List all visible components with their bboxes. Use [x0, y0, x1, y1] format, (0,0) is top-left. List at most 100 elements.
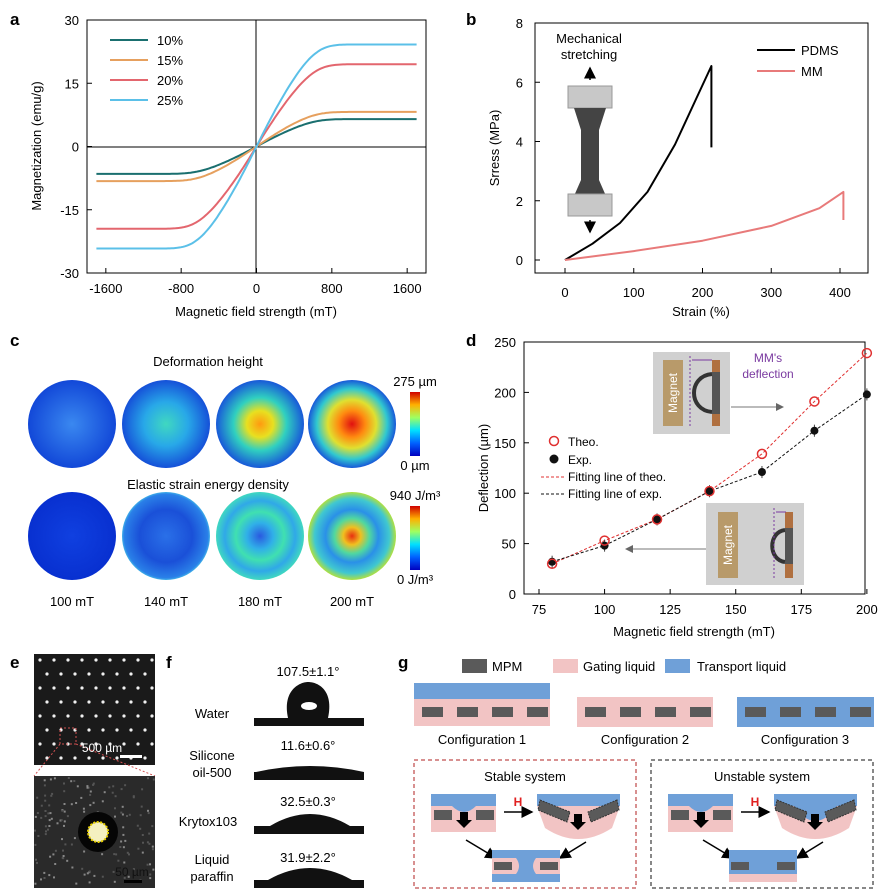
substrate-krytox — [254, 826, 364, 834]
legend-fit-exp: Fitting line of exp. — [568, 487, 662, 501]
texture-speck — [53, 777, 56, 780]
texture-speck — [43, 871, 46, 874]
substrate-water — [254, 718, 364, 726]
x-tick-label-b: 0 — [561, 285, 568, 300]
panel-label-g: g — [398, 653, 408, 672]
x-tick-label-a: -800 — [168, 281, 194, 296]
texture-speck — [147, 812, 150, 815]
texture-speck — [44, 833, 47, 836]
stable-title: Stable system — [484, 769, 566, 784]
energy-map-100 — [28, 492, 116, 580]
x-tick-label-d: 75 — [532, 602, 546, 617]
texture-speck — [152, 778, 155, 781]
panel-label-b: b — [466, 10, 476, 29]
unstable-state-2 — [774, 794, 857, 839]
liquid-silicone-2: oil-500 — [192, 765, 231, 780]
pore-dot — [122, 714, 126, 718]
legend-d: Theo. Exp. Fitting line of theo. Fitting… — [541, 435, 666, 501]
pore-dot — [73, 700, 77, 704]
texture-speck — [44, 810, 47, 812]
texture-speck — [142, 841, 144, 844]
pore-dot — [115, 672, 119, 676]
annotation-stretch-1: Mechanical — [556, 31, 622, 46]
unstable-title: Unstable system — [714, 769, 810, 784]
texture-speck — [44, 825, 47, 828]
pore-dot — [87, 672, 91, 676]
deformation-map-100 — [28, 380, 116, 468]
pore-dot — [136, 658, 140, 662]
texture-speck — [132, 868, 135, 871]
legend-a: 10% 15% 20% 25% — [110, 33, 183, 108]
pore-dot — [136, 714, 140, 718]
pore-dot — [108, 742, 112, 746]
pore-dot — [45, 700, 49, 704]
pore-dot — [80, 658, 84, 662]
pore-dot — [66, 686, 70, 690]
config1-label: Configuration 1 — [438, 732, 526, 747]
texture-speck — [54, 863, 57, 865]
dogbone-specimen-icon — [567, 66, 613, 234]
texture-speck — [121, 813, 124, 816]
pore-dot — [94, 686, 98, 690]
angle-krytox: 32.5±0.3° — [280, 794, 336, 809]
deformation-map-140 — [122, 380, 210, 468]
texture-speck — [44, 815, 47, 818]
deformation-map-180 — [216, 380, 304, 468]
texture-speck — [148, 842, 151, 845]
pore-dot — [129, 700, 133, 704]
texture-speck — [66, 815, 69, 818]
texture-speck — [67, 777, 70, 779]
micrograph-low-mag — [34, 654, 155, 765]
texture-speck — [40, 878, 42, 881]
texture-speck — [49, 812, 52, 815]
colorbar-deformation — [410, 392, 420, 456]
x-tick-label-b: 100 — [623, 285, 645, 300]
pore-dot — [136, 742, 140, 746]
pore-array — [38, 658, 154, 760]
pore-dot — [143, 700, 147, 704]
theo-point — [809, 396, 820, 407]
texture-speck — [56, 822, 59, 825]
texture-speck — [117, 859, 120, 862]
texture-speck — [34, 843, 37, 846]
pore-dot — [122, 658, 126, 662]
ticks-d: 75 100 125 150 175 200 250 200 150 100 50 0 — [494, 335, 877, 617]
magnet-label-theo: Magnet — [666, 372, 680, 413]
texture-speck — [44, 794, 47, 797]
pore-dot — [45, 756, 49, 760]
texture-speck — [70, 843, 73, 846]
texture-speck — [92, 801, 95, 804]
liquid-krytox: Krytox103 — [179, 814, 238, 829]
inset-exp-magnet — [718, 512, 738, 578]
texture-speck — [108, 786, 111, 789]
texture-speck — [70, 780, 73, 783]
stable-arrow-right — [558, 841, 587, 859]
texture-speck — [47, 828, 49, 831]
xlabel-a: Magnetic field strength (mT) — [175, 304, 337, 319]
texture-speck — [36, 796, 39, 799]
energy-map-180 — [216, 492, 304, 580]
texture-speck — [146, 841, 149, 844]
theo-point — [651, 514, 663, 525]
field-label-140: 140 mT — [144, 594, 188, 609]
exp-point — [810, 426, 819, 435]
texture-speck — [103, 791, 106, 794]
pore-dot — [150, 686, 154, 690]
x-tick-label-b: 400 — [829, 285, 851, 300]
y-tick-label-d: 50 — [502, 537, 516, 552]
substrate-paraffin — [254, 880, 364, 888]
colorbar2-min: 0 J/m³ — [397, 572, 434, 587]
texture-speck — [49, 778, 52, 781]
pore-dot — [143, 728, 147, 732]
stable-state-final — [492, 850, 560, 882]
theo-point — [756, 448, 768, 460]
texture-speck — [121, 805, 124, 808]
texture-speck — [139, 827, 142, 830]
pore-dot — [45, 728, 49, 732]
texture-speck — [83, 810, 86, 813]
texture-speck — [114, 815, 116, 818]
pore-dot — [108, 714, 112, 718]
texture-speck — [123, 861, 126, 864]
liquid-paraffin-1: Liquid — [195, 852, 230, 867]
pore-dot — [59, 672, 63, 676]
